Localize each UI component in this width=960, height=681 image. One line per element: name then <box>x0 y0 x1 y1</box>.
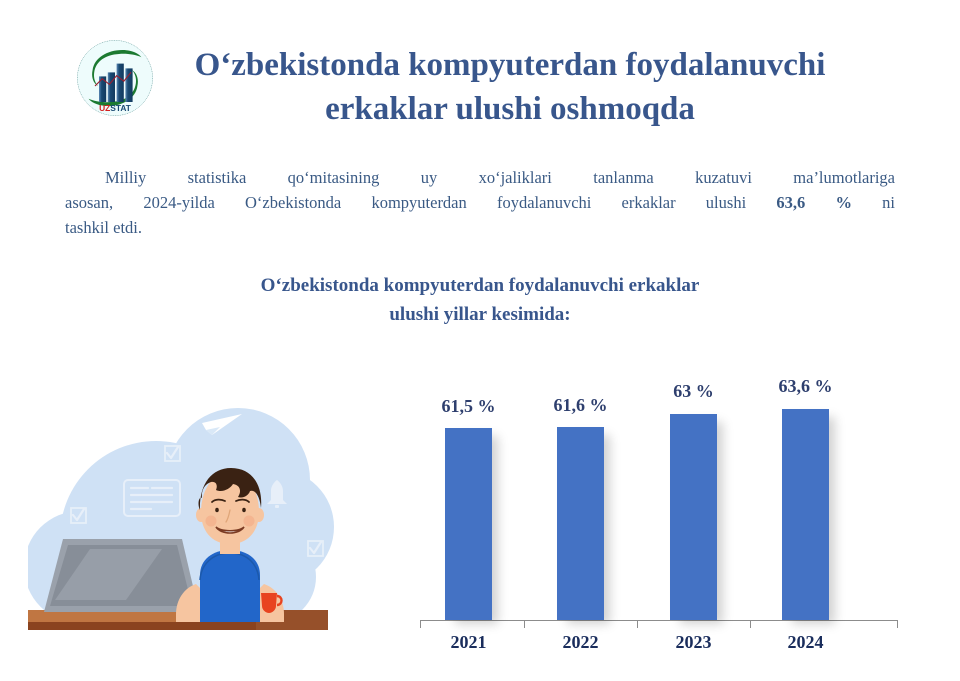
svg-text:UZSTAT: UZSTAT <box>99 103 132 113</box>
